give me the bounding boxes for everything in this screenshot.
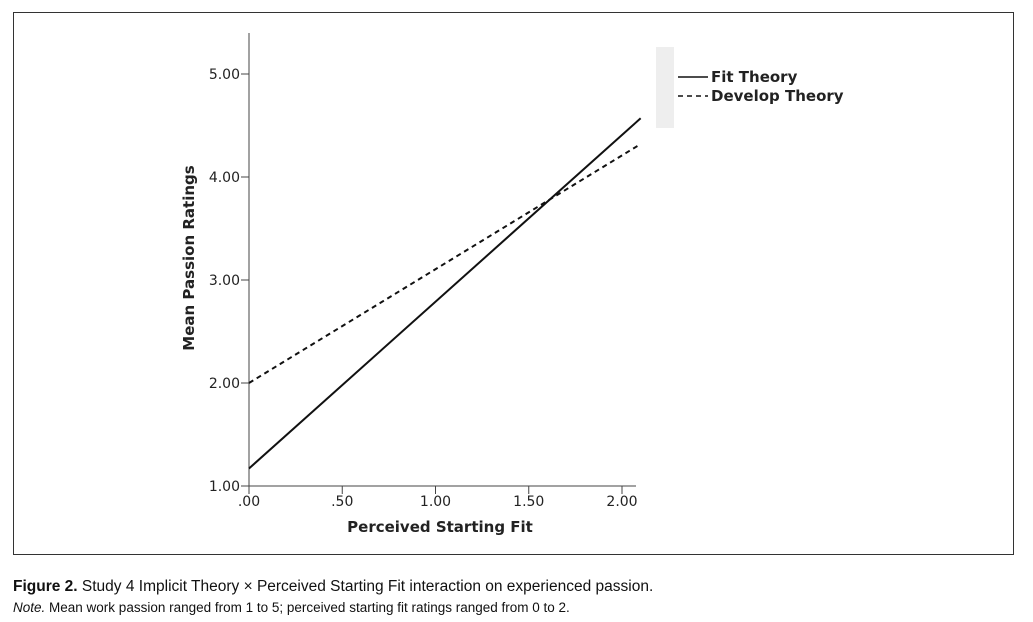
legend-label-1: Develop Theory [711, 87, 844, 105]
legend-swatch-bar [656, 47, 674, 128]
series-line-develop-theory [248, 143, 642, 384]
legend-label-0: Fit Theory [711, 68, 798, 86]
y-tick-label: 1.00 [209, 479, 240, 495]
x-tick-label: .50 [331, 494, 353, 510]
chart-frame [13, 12, 1014, 555]
figure-label: Figure 2. [13, 578, 78, 595]
x-tick-label: 1.50 [513, 494, 544, 510]
figure-caption: Figure 2. Study 4 Implicit Theory × Perc… [13, 578, 1018, 596]
y-tick-label: 3.00 [209, 273, 240, 289]
series-line-fit-theory [248, 117, 642, 470]
x-tick-label: 2.00 [606, 494, 637, 510]
interaction-line-chart: 1.00 2.00 3.00 4.00 5.00 .00 .50 1.00 1.50 2.00 Pe… [180, 33, 844, 536]
note-label: Note. [13, 600, 46, 615]
figure-note: Note. Mean work passion ranged from 1 to… [13, 600, 1018, 615]
figure-caption-text: Study 4 Implicit Theory × Perceived Star… [77, 578, 654, 595]
x-tick-label: 1.00 [420, 494, 451, 510]
y-axis-title: Mean Passion Ratings [180, 165, 198, 350]
note-text: Mean work passion ranged from 1 to 5; pe… [45, 600, 570, 615]
y-tick-label: 4.00 [209, 170, 240, 186]
y-tick-label: 2.00 [209, 376, 240, 392]
y-tick-label: 5.00 [209, 67, 240, 83]
x-tick-label: .00 [238, 494, 260, 510]
x-axis-title: Perceived Starting Fit [347, 518, 533, 536]
